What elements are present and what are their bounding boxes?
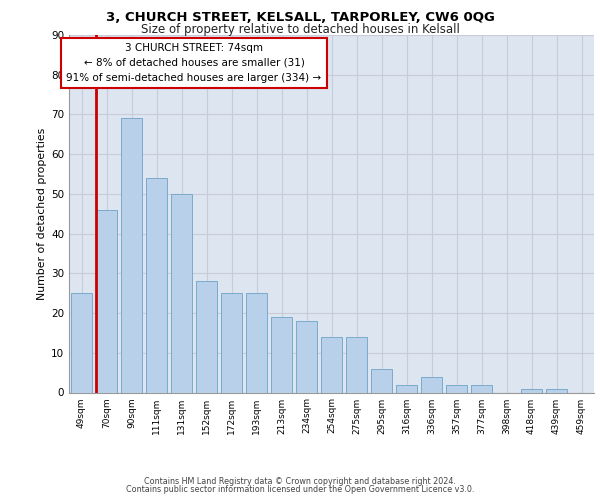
Y-axis label: Number of detached properties: Number of detached properties [37, 128, 47, 300]
Bar [171, 194, 192, 392]
Bar [471, 384, 492, 392]
Bar [246, 293, 267, 392]
Bar [96, 210, 117, 392]
Bar [296, 321, 317, 392]
Bar [221, 293, 242, 392]
Bar [421, 376, 442, 392]
Text: 3 CHURCH STREET: 74sqm
← 8% of detached houses are smaller (31)
91% of semi-deta: 3 CHURCH STREET: 74sqm ← 8% of detached … [67, 43, 322, 82]
Bar [521, 388, 542, 392]
Bar [396, 384, 417, 392]
Bar [146, 178, 167, 392]
Bar [446, 384, 467, 392]
Bar [346, 337, 367, 392]
Bar [271, 317, 292, 392]
Text: 3, CHURCH STREET, KELSALL, TARPORLEY, CW6 0QG: 3, CHURCH STREET, KELSALL, TARPORLEY, CW… [106, 11, 494, 24]
Bar [371, 368, 392, 392]
Text: Contains HM Land Registry data © Crown copyright and database right 2024.: Contains HM Land Registry data © Crown c… [144, 477, 456, 486]
Bar [196, 282, 217, 393]
Text: Size of property relative to detached houses in Kelsall: Size of property relative to detached ho… [140, 22, 460, 36]
Text: Contains public sector information licensed under the Open Government Licence v3: Contains public sector information licen… [126, 485, 474, 494]
Bar [121, 118, 142, 392]
Bar [546, 388, 567, 392]
Bar [71, 293, 92, 392]
Bar [321, 337, 342, 392]
